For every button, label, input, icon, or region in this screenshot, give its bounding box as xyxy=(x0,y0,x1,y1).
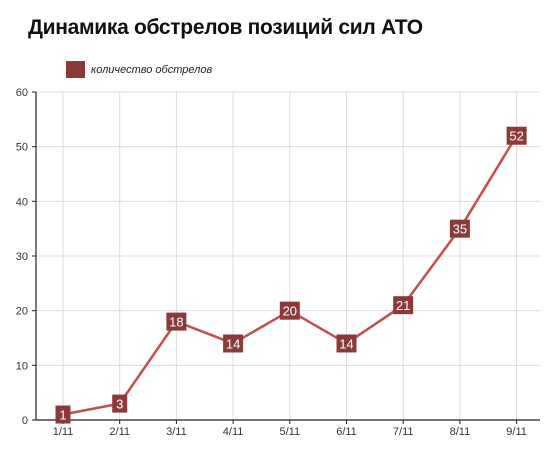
data-label: 18 xyxy=(169,315,183,330)
data-label: 14 xyxy=(339,336,353,351)
x-tick-label: 8/11 xyxy=(450,426,471,438)
data-label: 14 xyxy=(226,336,240,351)
x-tick-label: 2/11 xyxy=(109,426,130,438)
y-tick-label: 30 xyxy=(16,251,28,263)
legend-label: количество обстрелов xyxy=(91,63,213,76)
data-point-marker xyxy=(166,312,187,331)
y-tick-label: 10 xyxy=(16,360,28,372)
x-tick-label: 1/11 xyxy=(53,426,74,438)
data-point-marker xyxy=(112,394,128,413)
y-tick-label: 50 xyxy=(16,142,28,154)
x-tick-labels: 1/11 2/11 3/11 4/11 5/11 6/11 7/11 8/11 9/11 xyxy=(53,426,527,438)
y-tick-labels: 0 10 20 30 40 50 60 xyxy=(16,87,28,427)
data-point-marker xyxy=(393,296,414,315)
y-tick-label: 60 xyxy=(16,87,28,99)
x-tick-label: 5/11 xyxy=(280,426,301,438)
x-tick-label: 7/11 xyxy=(393,426,414,438)
x-tick-label: 4/11 xyxy=(223,426,244,438)
data-label: 52 xyxy=(509,129,523,144)
data-label: 35 xyxy=(453,222,467,237)
legend: количество обстрелов xyxy=(66,61,212,78)
data-label: 21 xyxy=(396,298,410,313)
data-label: 1 xyxy=(59,408,66,423)
legend-swatch xyxy=(66,61,85,78)
x-tick-label: 9/11 xyxy=(506,426,527,438)
data-label: 3 xyxy=(116,397,123,412)
x-tick-label: 6/11 xyxy=(336,426,357,438)
data-points: 1 3 18 14 20 14 21 35 52 xyxy=(55,126,527,424)
y-tick-label: 0 xyxy=(22,415,28,427)
data-point-marker xyxy=(506,126,527,145)
grid-lines xyxy=(36,91,540,420)
y-tick-label: 40 xyxy=(16,196,28,208)
data-point-marker xyxy=(55,405,71,424)
data-point-marker xyxy=(223,334,244,353)
axes xyxy=(32,91,540,424)
data-point-marker xyxy=(279,301,300,320)
data-point-marker xyxy=(336,334,357,353)
chart-title: Динамика обстрелов позиций сил АТО xyxy=(28,16,423,39)
data-label: 20 xyxy=(283,304,297,319)
data-point-marker xyxy=(449,219,470,238)
x-tick-label: 3/11 xyxy=(166,426,187,438)
y-tick-label: 20 xyxy=(16,306,28,318)
